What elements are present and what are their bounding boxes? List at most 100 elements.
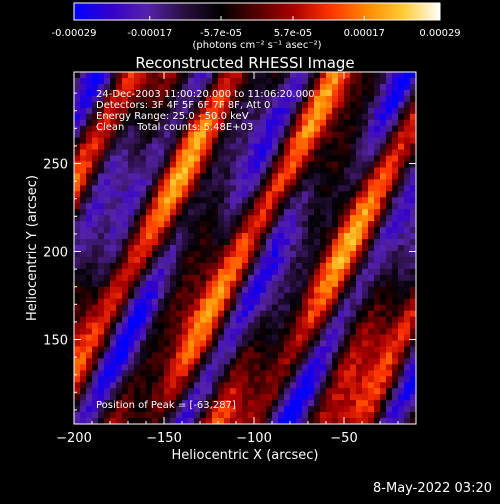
heatmap-cell [170, 298, 177, 306]
heatmap-cell [104, 113, 111, 121]
heatmap-cell [218, 406, 225, 413]
heatmap-cell [278, 83, 285, 91]
heatmap-cell [206, 256, 213, 264]
heatmap-cell [128, 203, 135, 210]
heatmap-cell [158, 191, 165, 198]
heatmap-cell [212, 304, 219, 312]
heatmap-cell [86, 286, 93, 294]
heatmap-cell [92, 250, 99, 258]
heatmap-cell [158, 286, 165, 294]
heatmap-cell [224, 250, 231, 258]
heatmap-cell [278, 364, 285, 371]
heatmap-cell [290, 352, 297, 359]
heatmap-cell [380, 418, 387, 424]
heatmap-cell [326, 382, 333, 389]
heatmap-cell [374, 394, 381, 401]
heatmap-cell [236, 304, 243, 312]
heatmap-cell [140, 119, 147, 127]
heatmap-cell [200, 280, 207, 288]
heatmap-cell [164, 89, 171, 97]
heatmap-cell [116, 388, 123, 395]
heatmap-cell [356, 227, 363, 234]
heatmap-cell [236, 298, 243, 306]
heatmap-cell [344, 215, 351, 222]
heatmap-cell [104, 286, 111, 294]
heatmap-cell [320, 137, 327, 145]
heatmap-cell [260, 155, 267, 163]
heatmap-cell [314, 239, 321, 246]
heatmap-cell [86, 400, 93, 407]
heatmap-cell [260, 256, 267, 264]
heatmap-cell [80, 268, 87, 276]
heatmap-cell [332, 137, 339, 145]
heatmap-cell [344, 394, 351, 401]
heatmap-cell [392, 394, 399, 401]
heatmap-cell [212, 179, 219, 186]
heatmap-cell [140, 137, 147, 145]
heatmap-cell [200, 418, 207, 424]
heatmap-cell [410, 167, 416, 175]
heatmap-cell [326, 131, 333, 139]
heatmap-cell [188, 382, 195, 389]
heatmap-cell [236, 119, 243, 127]
heatmap-cell [338, 256, 345, 264]
heatmap-cell [284, 203, 291, 210]
heatmap-cell [80, 245, 87, 252]
heatmap-cell [92, 298, 99, 306]
heatmap-cell [188, 131, 195, 139]
heatmap-cell [278, 89, 285, 97]
heatmap-cell [152, 316, 159, 324]
heatmap-cell [278, 394, 285, 401]
heatmap-cell [254, 119, 261, 127]
heatmap-cell [170, 262, 177, 270]
heatmap-cell [254, 304, 261, 312]
heatmap-cell [260, 125, 267, 133]
heatmap-cell [272, 400, 279, 407]
heatmap-cell [362, 149, 369, 157]
heatmap-cell [248, 370, 255, 377]
heatmap-cell [272, 72, 279, 79]
heatmap-cell [104, 394, 111, 401]
heatmap-cell [152, 101, 159, 109]
heatmap-cell [302, 346, 309, 354]
heatmap-cell [122, 197, 129, 204]
heatmap-cell [410, 418, 416, 424]
heatmap-cell [170, 119, 177, 127]
heatmap-cell [386, 376, 393, 383]
heatmap-cell [86, 167, 93, 175]
heatmap-cell [290, 250, 297, 258]
heatmap-cell [410, 197, 416, 204]
heatmap-cell [338, 113, 345, 121]
heatmap-cell [188, 143, 195, 151]
heatmap-cell [296, 209, 303, 216]
heatmap-cell [212, 322, 219, 330]
heatmap-cell [260, 250, 267, 258]
heatmap-cell [158, 316, 165, 324]
heatmap-cell [404, 376, 411, 383]
heatmap-cell [362, 185, 369, 192]
heatmap-cell [146, 346, 153, 354]
heatmap-cell [158, 95, 165, 103]
heatmap-cell [188, 292, 195, 300]
heatmap-cell [200, 107, 207, 115]
heatmap-cell [392, 137, 399, 145]
heatmap-cell [182, 256, 189, 264]
heatmap-cell [290, 215, 297, 222]
heatmap-cell [278, 274, 285, 282]
heatmap-cell [74, 406, 81, 413]
heatmap-cell [176, 233, 183, 240]
heatmap-cell [260, 298, 267, 306]
heatmap-cell [356, 292, 363, 300]
heatmap-cell [200, 155, 207, 163]
heatmap-cell [338, 418, 345, 424]
heatmap-cell [386, 155, 393, 163]
heatmap-cell [404, 298, 411, 306]
heatmap-cell [242, 131, 249, 139]
heatmap-cell [110, 191, 117, 198]
heatmap-cell [344, 72, 351, 79]
heatmap-cell [248, 286, 255, 294]
heatmap-cell [134, 262, 141, 270]
heatmap-cell [236, 89, 243, 97]
heatmap-cell [74, 346, 81, 354]
heatmap-cell [236, 191, 243, 198]
